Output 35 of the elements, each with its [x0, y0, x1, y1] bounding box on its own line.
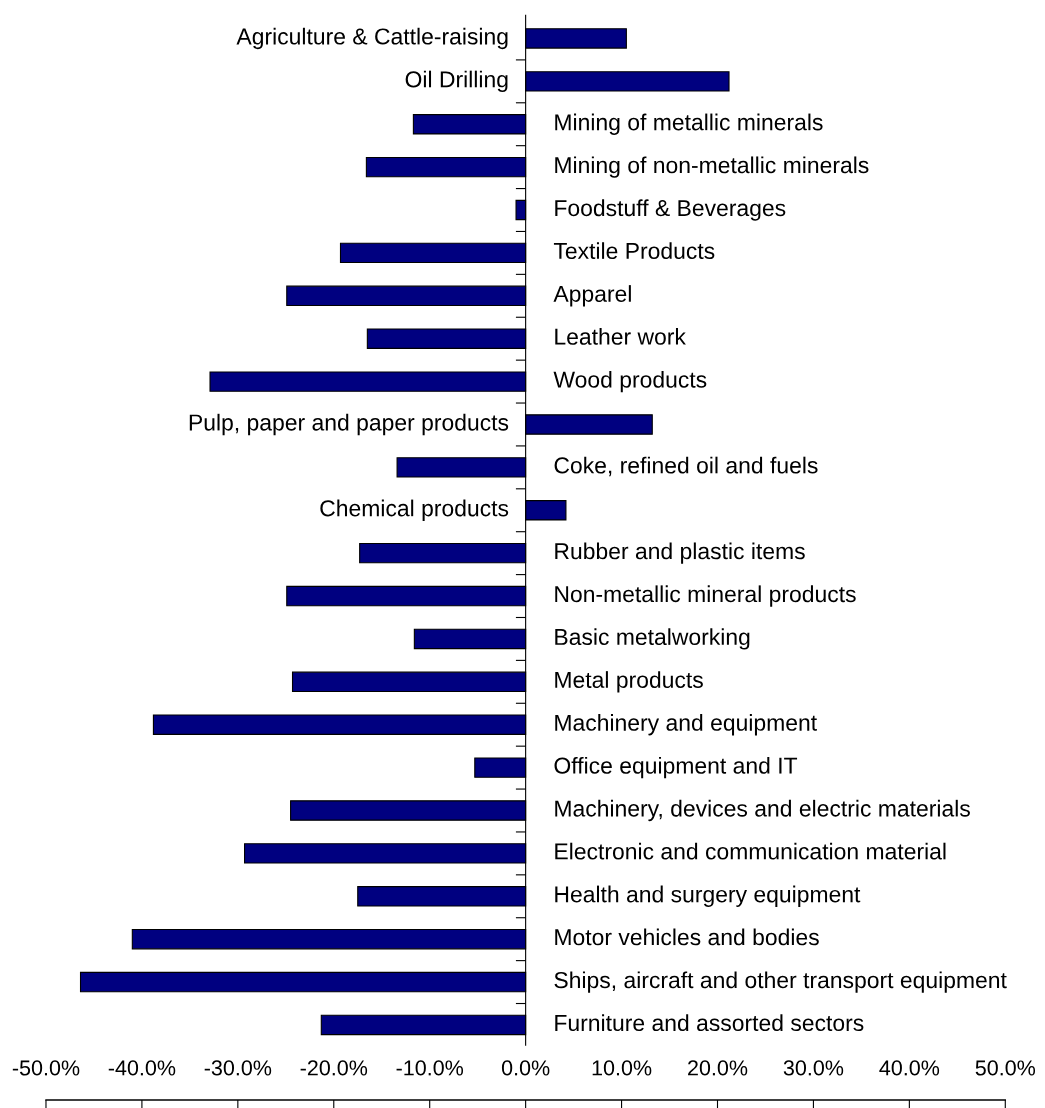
y-tick-label: Electronic and communication material: [555, 842, 946, 860]
y-tick-label: Basic metalworking: [555, 628, 750, 650]
y-tick-label: Chemical products: [320, 499, 509, 521]
y-tick-label: Machinery and equipment: [555, 714, 817, 736]
y-tick-label: Pulp, paper and paper products: [189, 413, 509, 436]
y-tick-label: Motor vehicles and bodies: [555, 928, 819, 946]
x-tick-label: -50.0%: [12, 1060, 80, 1076]
y-tick-label: Health and surgery equipment: [555, 885, 861, 907]
y-tick-label: Non-metallic mineral products: [555, 585, 856, 607]
y-tick-label: Mining of non-metallic minerals: [555, 156, 869, 178]
y-tick-label: Machinery, devices and electric materials: [555, 799, 970, 822]
y-tick-label: Wood products: [553, 370, 707, 393]
x-tick-label: 30.0%: [783, 1060, 844, 1076]
x-tick-label: -20.0%: [300, 1060, 368, 1076]
x-tick-label: 0.0%: [501, 1060, 550, 1076]
x-tick-label: 20.0%: [688, 1060, 748, 1076]
x-tick-label: -30.0%: [204, 1060, 272, 1076]
y-tick-label: Foodstuff & Beverages: [555, 199, 786, 221]
y-tick-label: Apparel: [553, 285, 631, 307]
y-tick-label: Agriculture & Cattle-raising: [236, 27, 508, 50]
x-tick-label: -10.0%: [396, 1060, 464, 1076]
x-tick-label: 50.0%: [975, 1060, 1036, 1076]
y-tick-label: Leather work: [555, 328, 686, 345]
y-tick-label: Coke, refined oil and fuels: [554, 456, 818, 477]
x-tick-label: 40.0%: [879, 1060, 940, 1076]
y-tick-label: Ships, aircraft and other transport equipment: [554, 971, 1007, 993]
x-tick-label: 10.0%: [592, 1060, 652, 1076]
y-tick-label: Metal products: [555, 671, 703, 693]
y-tick-label: Textile Products: [553, 242, 715, 260]
x-tick-label: -40.0%: [108, 1060, 176, 1076]
y-tick-label: Mining of metallic minerals: [555, 113, 823, 135]
y-tick-label: Rubber and plastic items: [555, 542, 805, 564]
y-tick-label: Oil Drilling: [405, 70, 508, 93]
y-tick-label: Furniture and assorted sectors: [555, 1014, 864, 1032]
y-tick-label: Office equipment and IT: [554, 756, 798, 779]
